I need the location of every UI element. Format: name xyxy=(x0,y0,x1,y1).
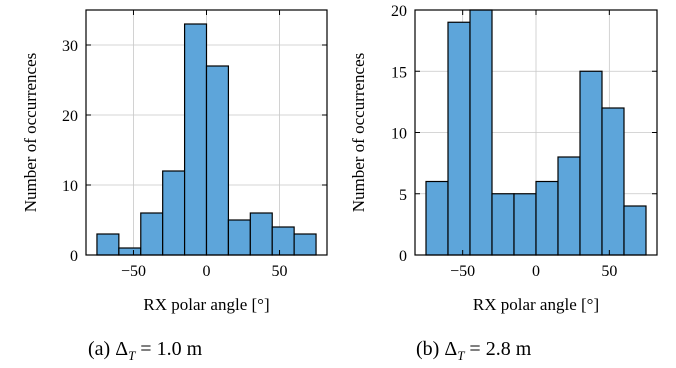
histogram-bar xyxy=(271,226,295,256)
y-tick-label: 30 xyxy=(62,38,78,55)
histogram-bar xyxy=(447,21,471,256)
histogram-bar xyxy=(623,205,647,256)
caption-a-rest: = 1.0 m xyxy=(135,338,203,360)
histogram-bar xyxy=(513,193,537,256)
caption-b: (b) ΔT = 2.8 m xyxy=(416,338,531,364)
histogram-panel-a: −50 0 50 0 10 20 30 RX polar angle [°] Number of… xyxy=(21,9,328,314)
histogram-bar xyxy=(227,219,251,256)
x-tick-label: 50 xyxy=(272,263,288,280)
y-tick-label: 0 xyxy=(399,248,407,265)
y-tick-label: 0 xyxy=(70,248,78,265)
histogram-bar xyxy=(557,156,581,256)
x-axis-label: RX polar angle [°] xyxy=(473,295,599,314)
caption-b-subscript: T xyxy=(457,348,465,363)
histogram-bar xyxy=(293,233,317,256)
caption-a-subscript: T xyxy=(128,348,136,363)
x-tick-label: 50 xyxy=(601,263,617,280)
histogram-bar xyxy=(469,9,493,256)
histogram-bar xyxy=(249,212,273,256)
y-axis-label: Number of occurrences xyxy=(349,53,368,213)
y-tick-label: 5 xyxy=(399,187,407,204)
y-tick-label: 20 xyxy=(391,3,407,20)
y-axis-label: Number of occurrences xyxy=(21,53,40,213)
x-tick-label: −50 xyxy=(450,263,475,280)
histogram-panel-b: −50 0 50 0 5 10 15 20 RX polar angle [°] Number o… xyxy=(349,3,658,314)
caption-b-rest: = 2.8 m xyxy=(464,338,532,360)
histogram-bar xyxy=(183,23,208,256)
y-tick-label: 10 xyxy=(62,178,78,195)
histogram-bar xyxy=(205,65,230,256)
histogram-bar xyxy=(96,233,120,256)
histogram-bar xyxy=(601,107,625,256)
histogram-bar xyxy=(140,212,164,256)
histogram-bar xyxy=(491,193,515,256)
x-tick-label: −50 xyxy=(121,263,146,280)
histogram-bar xyxy=(579,70,603,256)
histogram-bar xyxy=(162,170,186,256)
histogram-bar xyxy=(118,247,142,256)
histogram-bar xyxy=(425,180,449,256)
caption-b-text: (b) Δ xyxy=(416,338,458,360)
y-tick-label: 15 xyxy=(391,64,407,81)
x-axis-label: RX polar angle [°] xyxy=(143,295,269,314)
histogram-bar xyxy=(535,180,559,256)
caption-a-text: (a) Δ xyxy=(88,338,129,360)
x-tick-label: 0 xyxy=(203,263,211,280)
x-tick-label: 0 xyxy=(532,263,540,280)
caption-a: (a) ΔT = 1.0 m xyxy=(88,338,202,364)
y-tick-label: 20 xyxy=(62,108,78,125)
y-tick-label: 10 xyxy=(391,126,407,143)
